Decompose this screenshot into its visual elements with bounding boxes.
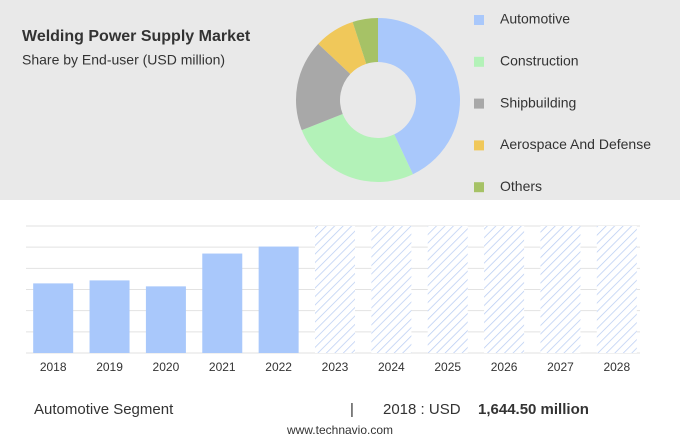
bar: [202, 253, 243, 353]
legend-label: Others: [500, 178, 542, 194]
legend-label: Aerospace And Defense: [500, 136, 651, 152]
footer-segment: Automotive Segment: [34, 401, 174, 418]
x-tick-label: 2018: [40, 360, 67, 374]
chart-title: Welding Power Supply Market: [22, 28, 251, 45]
x-tick-label: 2028: [603, 360, 630, 374]
x-tick-label: 2024: [378, 360, 405, 374]
donut-slice: [296, 43, 351, 131]
legend-swatch: [474, 15, 484, 25]
chart-subtitle: Share by End-user (USD million): [22, 52, 225, 68]
x-tick-label: 2026: [491, 360, 518, 374]
placeholder-bar: [596, 226, 637, 353]
legend: Automotive Construction Shipbuilding Aerosp…: [474, 11, 651, 194]
footer-source: www.technavio.com: [286, 423, 393, 437]
x-tick-label: 2027: [547, 360, 574, 374]
footer-separator: |: [350, 401, 354, 418]
donut-slice: [301, 113, 413, 182]
legend-swatch: [474, 56, 484, 67]
x-tick-label: 2022: [265, 360, 292, 374]
x-tick-label: 2020: [153, 360, 180, 374]
placeholder-bar: [540, 226, 581, 353]
legend-label: Construction: [500, 53, 579, 69]
placeholder-bar: [427, 226, 468, 353]
legend-label: Automotive: [500, 11, 570, 27]
legend-swatch: [474, 140, 484, 151]
x-tick-label: 2025: [434, 360, 461, 374]
donut-slice: [378, 18, 460, 175]
footer-value: 1,644.50 million: [478, 401, 589, 418]
x-tick-label: 2023: [322, 360, 349, 374]
legend-swatch: [474, 98, 484, 109]
bar: [258, 246, 299, 353]
bar: [89, 280, 130, 353]
bar: [33, 283, 74, 353]
placeholder-bar: [371, 226, 412, 353]
donut: [296, 18, 460, 182]
x-tick-label: 2019: [96, 360, 123, 374]
bar-chart: 2018 2019 2020 2021 2022 2023 2024 2025 2026 2027…: [26, 225, 640, 374]
x-tick-label: 2021: [209, 360, 236, 374]
footer-prefix: 2018 : USD: [383, 401, 461, 418]
donut-slice: [318, 22, 367, 74]
placeholder-bar: [484, 226, 525, 353]
placeholder-bar: [315, 226, 355, 353]
legend-swatch: [474, 182, 484, 193]
donut-slice: [352, 18, 378, 64]
legend-label: Shipbuilding: [500, 94, 576, 110]
bar: [145, 286, 186, 353]
